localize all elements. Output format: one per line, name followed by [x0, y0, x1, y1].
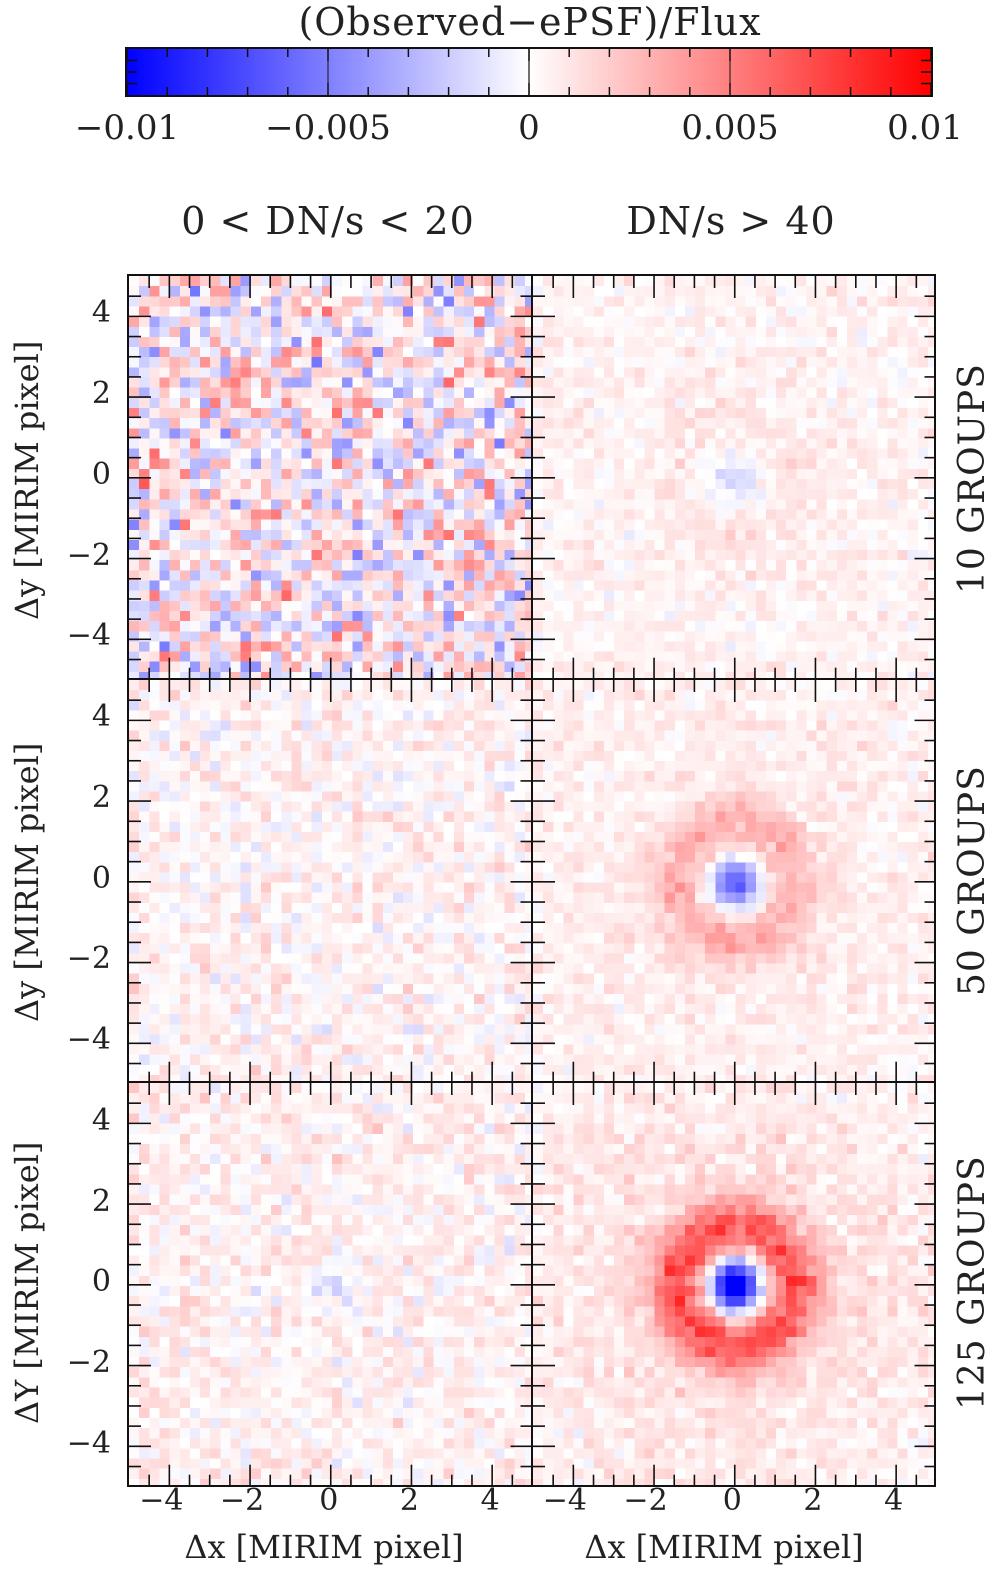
- row-label-10-groups: 10 GROUPS: [952, 363, 993, 594]
- column-title-high-flux: DN/s > 40: [626, 199, 836, 243]
- y-axis-label-row3: ΔY [MIRIM pixel]: [8, 1141, 46, 1424]
- heatmap-canvas: [532, 1083, 935, 1486]
- colorbar-ticks: [127, 49, 931, 95]
- x-tick-label: −4: [542, 1483, 587, 1518]
- y-tick-label: −4: [66, 1022, 111, 1058]
- x-tick-label: −4: [139, 1483, 184, 1518]
- colorbar-tick-label: 0: [518, 108, 540, 148]
- row-label-50-groups: 50 GROUPS: [952, 765, 993, 996]
- heatmap-panel: [127, 274, 533, 680]
- y-tick-label: −2: [66, 941, 111, 977]
- y-tick-label: −4: [66, 1425, 111, 1461]
- y-tick-label: −4: [66, 618, 111, 654]
- x-tick-label: 2: [803, 1483, 823, 1518]
- y-tick-label: 4: [91, 699, 111, 735]
- colorbar-title: (Observed−ePSF)/Flux: [298, 0, 762, 44]
- y-tick-label: 0: [91, 860, 111, 896]
- y-axis-label-row2: Δy [MIRIM pixel]: [8, 742, 46, 1022]
- heatmap-canvas: [129, 679, 531, 1082]
- row-label-125-groups: 125 GROUPS: [952, 1155, 993, 1410]
- x-tick-label: 0: [722, 1483, 742, 1518]
- y-axis-label-row1: Δy [MIRIM pixel]: [8, 340, 46, 620]
- x-tick-label: 4: [884, 1483, 904, 1518]
- y-tick-label: 2: [91, 1183, 111, 1219]
- x-axis-label-right: Δx [MIRIM pixel]: [584, 1528, 864, 1566]
- colorbar-tick-label: −0.01: [74, 108, 180, 148]
- colorbar: [125, 47, 933, 97]
- y-tick-label: 0: [91, 456, 111, 492]
- heatmap-panel: [530, 677, 936, 1084]
- heatmap-panel: [530, 274, 936, 680]
- column-title-low-flux: 0 < DN/s < 20: [181, 199, 475, 243]
- x-tick-label: 0: [319, 1483, 339, 1518]
- colorbar-tick-label: −0.005: [265, 108, 391, 148]
- y-tick-label: 0: [91, 1264, 111, 1300]
- heatmap-panel: [530, 1081, 936, 1488]
- colorbar-tick-label: 0.01: [887, 108, 963, 148]
- x-tick-label: −2: [623, 1483, 668, 1518]
- x-tick-label: 2: [399, 1483, 419, 1518]
- x-tick-label: 4: [480, 1483, 500, 1518]
- y-tick-label: 2: [91, 376, 111, 412]
- x-axis-label-left: Δx [MIRIM pixel]: [184, 1528, 464, 1566]
- y-tick-label: 4: [91, 1102, 111, 1138]
- y-tick-label: 4: [91, 295, 111, 331]
- heatmap-canvas: [532, 276, 935, 678]
- heatmap-panel: [127, 677, 533, 1084]
- y-tick-label: 2: [91, 779, 111, 815]
- colorbar-tick-label: 0.005: [681, 108, 779, 148]
- y-tick-label: −2: [66, 1344, 111, 1380]
- x-tick-label: −2: [219, 1483, 265, 1518]
- heatmap-panel: [127, 1081, 533, 1488]
- y-tick-label: −2: [66, 537, 111, 573]
- heatmap-canvas: [129, 276, 531, 678]
- heatmap-canvas: [532, 679, 935, 1082]
- heatmap-canvas: [129, 1083, 531, 1486]
